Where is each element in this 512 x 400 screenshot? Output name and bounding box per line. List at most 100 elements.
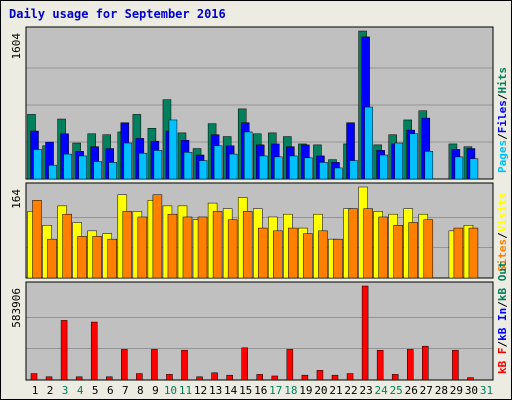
bar-kb-f xyxy=(346,373,354,381)
bar-sites xyxy=(107,238,117,279)
bar-pages xyxy=(63,153,72,180)
bar-sites xyxy=(318,230,328,279)
x-tick-label: 30 xyxy=(465,384,478,397)
bar-sites xyxy=(468,227,479,279)
bar-kb-f xyxy=(196,376,203,381)
x-tick-label: 7 xyxy=(122,384,129,397)
x-tick-label: 27 xyxy=(420,384,433,397)
bar-sites xyxy=(47,238,57,279)
x-tick-label: 29 xyxy=(450,384,463,397)
bar-sites xyxy=(152,194,163,279)
bar-pages xyxy=(123,142,133,180)
bar-kb-f xyxy=(121,349,128,381)
bar-kb-f xyxy=(211,372,218,381)
x-tick-label: 20 xyxy=(314,384,327,397)
legend-entry: / xyxy=(496,301,509,308)
bar-kb-f xyxy=(241,347,248,381)
x-tick-label: 26 xyxy=(405,384,418,397)
panel-kbytes xyxy=(25,281,494,381)
bar-pages xyxy=(319,162,328,180)
y-max-label: 164 xyxy=(10,189,23,209)
bar-sites xyxy=(303,233,313,279)
chart-title: Daily usage for September 2016 xyxy=(9,7,226,21)
x-tick-label: 4 xyxy=(77,384,84,397)
bar-sites xyxy=(122,211,133,279)
bar-kb-f xyxy=(286,349,294,381)
bar-kb-f xyxy=(316,370,324,381)
legend: kB F/kB In/kB Out xyxy=(496,261,509,374)
bar-pages xyxy=(33,149,42,180)
bar-kb-f xyxy=(136,373,143,381)
bar-kb-f xyxy=(151,349,158,381)
bar-kb-f xyxy=(391,374,399,381)
bar-pages xyxy=(78,155,87,180)
bar-sites xyxy=(197,216,208,279)
legend-entry: Visits xyxy=(496,193,509,233)
bar-sites xyxy=(62,213,72,279)
bar-sites xyxy=(77,236,87,279)
bar-sites xyxy=(363,208,373,279)
x-tick-label: 23 xyxy=(359,384,372,397)
bar-kb-f xyxy=(271,375,279,381)
legend-entry: / xyxy=(496,93,509,100)
x-tick-label: 10 xyxy=(164,384,177,397)
x-tick-label: 8 xyxy=(137,384,144,397)
legend-entry: kB In xyxy=(496,308,509,341)
bar-kb-f xyxy=(75,376,83,381)
x-tick-label: 19 xyxy=(299,384,312,397)
bar-kb-f xyxy=(181,349,188,381)
x-tick-label: 11 xyxy=(179,384,192,397)
legend-entry: / xyxy=(496,232,509,239)
x-tick-label: 31 xyxy=(480,384,493,397)
x-tick-label: 17 xyxy=(269,384,282,397)
x-tick-label: 16 xyxy=(254,384,267,397)
bar-sites xyxy=(348,208,358,279)
legend-entry: Sites xyxy=(496,239,509,272)
x-tick-label: 14 xyxy=(224,384,238,397)
bar-pages xyxy=(469,158,479,180)
bar-sites xyxy=(242,211,253,279)
bar-pages xyxy=(424,151,434,180)
legend: Pages/Files/Hits xyxy=(496,67,509,173)
bar-sites xyxy=(393,225,403,279)
bar-pages xyxy=(454,156,464,180)
bar-sites xyxy=(212,211,223,279)
bar-kb-f xyxy=(376,349,384,381)
bar-pages xyxy=(228,153,238,180)
x-tick-label: 5 xyxy=(92,384,99,397)
bar-pages xyxy=(394,142,403,180)
x-tick-label: 6 xyxy=(107,384,114,397)
bar-pages xyxy=(138,152,148,180)
bar-pages xyxy=(409,133,418,180)
bar-kb-f xyxy=(226,374,233,381)
bar-pages xyxy=(48,164,57,180)
y-max-label: 1604 xyxy=(10,33,23,60)
legend-entry: Pages xyxy=(496,140,509,173)
legend: Sites/Visits xyxy=(496,193,509,273)
legend-entry: kB F xyxy=(496,348,509,375)
bar-kb-f xyxy=(331,374,339,381)
bar-sites xyxy=(273,230,283,279)
bar-pages xyxy=(198,160,208,180)
bar-kb-f xyxy=(45,376,53,381)
bar-pages xyxy=(364,106,373,180)
bar-kb-f xyxy=(452,349,459,381)
bar-sites xyxy=(32,200,42,279)
legend-entry: Hits xyxy=(496,67,509,94)
bar-sites xyxy=(333,238,343,279)
bar-kb-f xyxy=(30,373,38,381)
bar-pages xyxy=(304,157,313,180)
bar-kb-f xyxy=(422,345,429,381)
x-tick-label: 3 xyxy=(62,384,69,397)
bar-sites xyxy=(137,216,148,279)
bar-pages xyxy=(108,162,117,180)
bar-pages xyxy=(379,154,388,180)
bar-sites xyxy=(167,213,178,279)
x-tick-label: 9 xyxy=(152,384,159,397)
bar-sites xyxy=(453,227,464,279)
x-tick-label: 24 xyxy=(375,384,389,397)
bar-kb-f xyxy=(256,374,263,381)
bar-pages xyxy=(349,160,358,180)
bar-kb-f xyxy=(106,376,113,381)
